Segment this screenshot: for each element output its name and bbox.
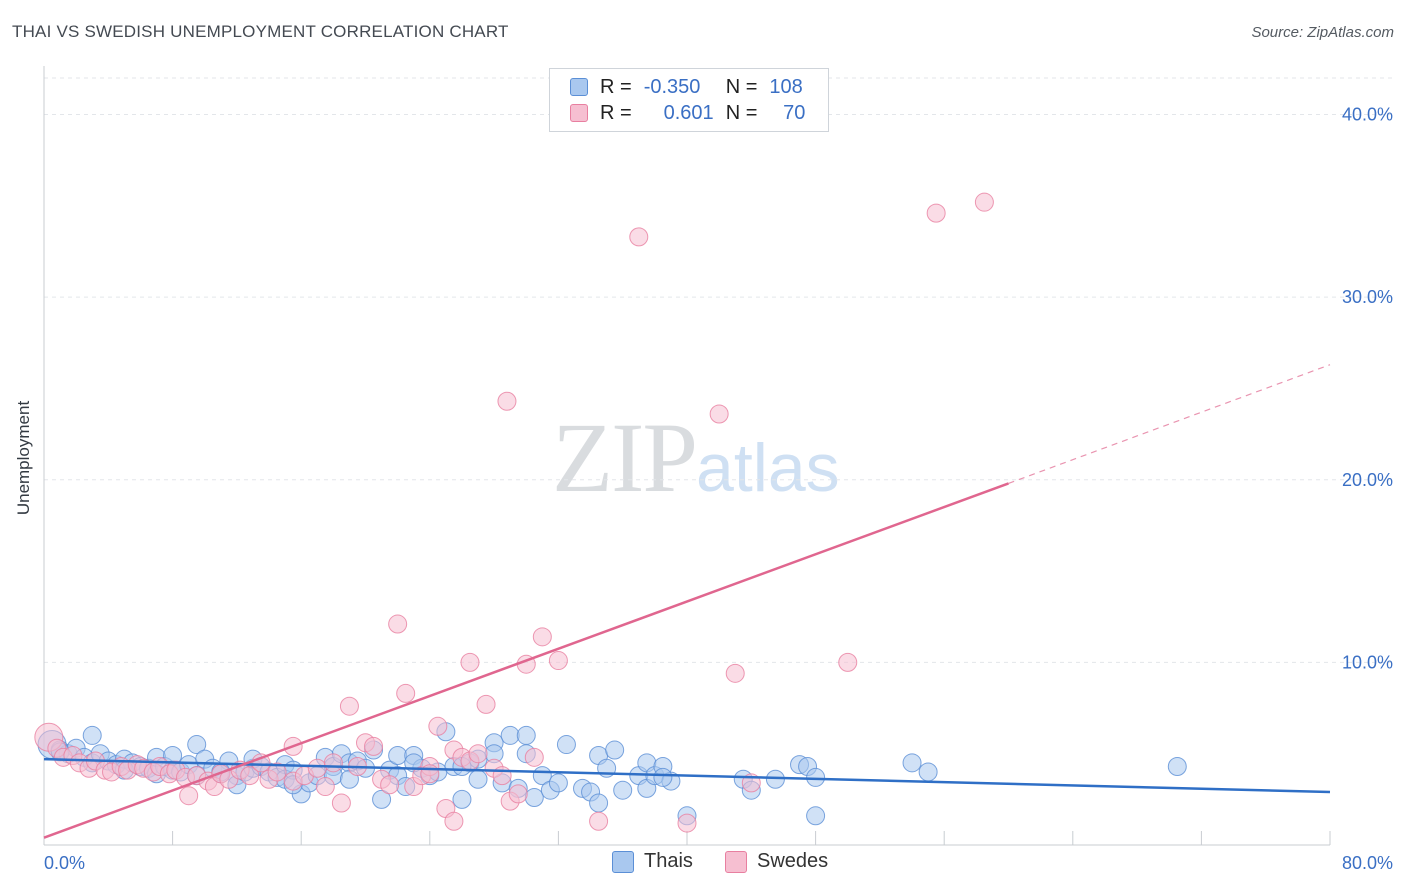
y-tick-label: 10.0%: [1342, 652, 1393, 672]
thais-point: [918, 762, 938, 782]
thais-point: [556, 735, 576, 755]
thais-point: [452, 789, 472, 809]
series-legend-thais-label: Thais: [644, 850, 693, 872]
thais-point: [524, 788, 544, 808]
swedes-point: [838, 652, 858, 672]
swedes-point: [380, 775, 400, 795]
thais-point: [806, 767, 826, 787]
thais-point: [388, 746, 408, 766]
correlation-legend: R = -0.350 N = 108 R = 0.601 N = 70: [549, 68, 829, 132]
swedes-point: [629, 227, 649, 247]
swedes-point: [709, 404, 729, 424]
swedes-point: [267, 762, 287, 782]
swedes-point: [460, 652, 480, 672]
series-legend-swedes[interactable]: Swedes: [725, 850, 828, 873]
thais-point: [516, 725, 536, 745]
swedes-point: [532, 627, 552, 647]
thais-trend-line: [43, 757, 1331, 794]
thais-point: [589, 793, 609, 813]
swedes-trend-extension: [1008, 364, 1331, 484]
series-legend-swedes-label: Swedes: [757, 850, 829, 872]
swedes-point: [926, 203, 946, 223]
legend-r-value: -0.350: [643, 75, 701, 98]
swedes-point: [240, 766, 260, 786]
legend-row-swedes: R = 0.601 N = 70: [570, 100, 805, 126]
swedes-point: [677, 813, 697, 833]
swedes-point: [468, 744, 488, 764]
thais-point: [372, 789, 392, 809]
swedes-trend-line: [43, 482, 1009, 839]
swedes-point: [725, 663, 745, 683]
swedes-point: [524, 747, 544, 767]
watermark-zip: ZIP: [552, 402, 698, 513]
series-legend: Thais Swedes: [0, 850, 1406, 878]
swedes-point: [589, 811, 609, 831]
swedes-point: [364, 736, 384, 756]
legend-n-value: 70: [783, 101, 806, 124]
thais-point: [468, 769, 488, 789]
legend-row-thais: R = -0.350 N = 108: [570, 74, 803, 100]
legend-r-label: R =: [600, 75, 632, 98]
thais-point: [500, 725, 520, 745]
legend-swatch-swedes: [570, 104, 588, 122]
swedes-point: [307, 758, 327, 778]
swedes-point: [428, 716, 448, 736]
series-swatch-swedes: [725, 850, 747, 873]
legend-n-label: N =: [725, 75, 758, 98]
thais-point: [187, 735, 207, 755]
thais-point: [902, 753, 922, 773]
y-tick-label: 20.0%: [1342, 470, 1393, 490]
swedes-point: [331, 793, 351, 813]
swedes-point: [974, 192, 994, 212]
swedes-point: [420, 764, 440, 784]
thais-point: [613, 780, 633, 800]
thais-point: [653, 767, 673, 787]
swedes-point: [508, 784, 528, 804]
legend-n-value: 108: [769, 75, 803, 98]
chart-title: THAI VS SWEDISH UNEMPLOYMENT CORRELATION…: [12, 22, 509, 41]
series-swatch-thais: [612, 850, 634, 873]
swedes-point: [339, 696, 359, 716]
legend-swatch-thais: [570, 78, 588, 96]
x-tick-label: 80.0%: [1342, 853, 1393, 873]
watermark-atlas: atlas: [696, 430, 840, 506]
thais-point: [605, 740, 625, 760]
swedes-point: [492, 766, 512, 786]
swedes-point: [179, 786, 199, 806]
thais-point: [806, 806, 826, 826]
legend-n-label: N =: [725, 101, 758, 124]
legend-r-label: R =: [600, 101, 632, 124]
series-legend-thais[interactable]: Thais: [612, 850, 693, 873]
source-label: Source: ZipAtlas.com: [1251, 24, 1394, 41]
swedes-point: [396, 683, 416, 703]
swedes-point: [497, 391, 517, 411]
watermark: ZIPatlas: [552, 400, 840, 515]
swedes-point: [388, 614, 408, 634]
swedes-point: [548, 651, 568, 671]
y-tick-label: 40.0%: [1342, 105, 1393, 125]
swedes-point: [323, 753, 343, 773]
legend-r-value: 0.601: [663, 101, 714, 124]
thais-point: [548, 773, 568, 793]
swedes-point: [315, 777, 335, 797]
swedes-point: [444, 811, 464, 831]
thais-point: [1167, 756, 1187, 776]
swedes-point: [476, 694, 496, 714]
x-tick-label: 0.0%: [44, 853, 85, 873]
y-tick-label: 30.0%: [1342, 287, 1393, 307]
thais-point: [82, 725, 102, 745]
